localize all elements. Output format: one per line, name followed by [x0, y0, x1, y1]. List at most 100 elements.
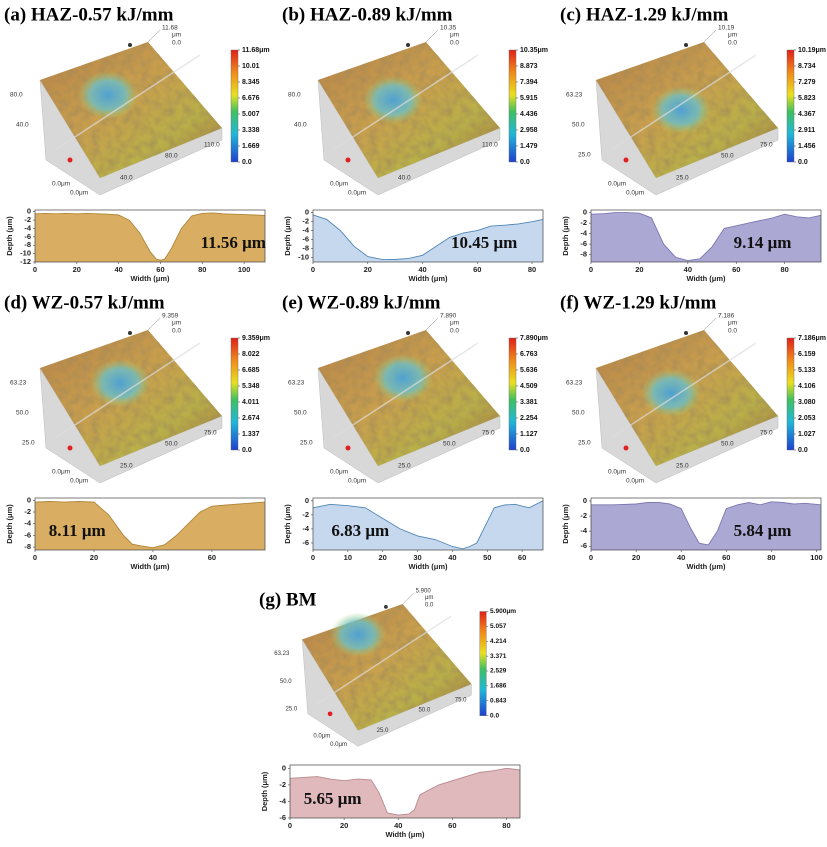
- s3-left: 63.23: [566, 92, 583, 99]
- s3-height: 7.186: [718, 313, 735, 320]
- x-tick-label: 0: [33, 265, 37, 274]
- colorbar-label: 5.823: [798, 95, 816, 102]
- indent: [78, 71, 138, 119]
- x-tick-label: 100: [238, 265, 251, 274]
- colorbar-label: 7.890μm: [520, 335, 548, 342]
- s3-bottom: 50.0: [721, 441, 734, 448]
- depth-annotation: 6.83 μm: [331, 521, 389, 540]
- y-tick-label: -4: [302, 226, 309, 235]
- y-tick-label: -2: [279, 780, 286, 789]
- x-tick-label: 60: [208, 553, 216, 562]
- y-tick-label: 0: [583, 208, 587, 217]
- y-tick-label: -2: [302, 510, 309, 519]
- depth-annotation: 8.11 μm: [49, 521, 106, 540]
- s3-right: 110.0: [204, 142, 220, 149]
- y-tick-label: -4: [302, 524, 309, 533]
- marker: [406, 43, 410, 47]
- x-tick-label: 0: [589, 553, 593, 562]
- y-tick-label: -8: [24, 240, 31, 249]
- x-tick-label: 10: [344, 553, 352, 562]
- s3-height: 11.68: [162, 25, 178, 32]
- z-axis: [703, 317, 717, 331]
- colorbar-label: 0.0: [242, 159, 252, 166]
- x-tick-label: 80: [528, 265, 536, 274]
- s3-corner: 0.0: [728, 328, 737, 335]
- depth-annotation: 5.84 μm: [734, 521, 792, 540]
- colorbar-label: 6.763: [520, 351, 538, 358]
- colorbar-label: 4.214: [490, 638, 507, 645]
- indent: [641, 369, 701, 417]
- s3-left: 50.0: [294, 410, 307, 417]
- y-tick-label: -2: [24, 507, 31, 516]
- profile-line: [590, 212, 822, 262]
- surface-view: 7.890μm0.063.2350.025.00.0μm0.0μm25.050.…: [288, 313, 548, 485]
- s3-bottom: 25.0: [398, 463, 411, 470]
- s3-bottom: 50.0: [165, 441, 178, 448]
- y-axis-label: Depth (μm): [283, 216, 292, 256]
- x-tick-label: 40: [394, 821, 402, 830]
- colorbar-label: 1.127: [520, 431, 538, 438]
- colorbar-label: 2.053: [798, 415, 816, 422]
- y-tick-label: -6: [24, 530, 31, 539]
- colorbar-label: 6.685: [242, 367, 260, 374]
- s3-right: 75.0: [204, 430, 217, 437]
- s3-left: 25.0: [578, 440, 591, 447]
- x-tick-label: 60: [732, 265, 740, 274]
- colorbar-label: 2.254: [520, 415, 538, 422]
- s3-bottom: 25.0: [676, 175, 689, 182]
- area-fill: [313, 214, 543, 262]
- colorbar-label: 4.367: [798, 111, 816, 118]
- colorbar-label: 10.35μm: [520, 47, 548, 54]
- s3-left: 40.0: [294, 122, 307, 129]
- x-tick-label: 60: [722, 553, 730, 562]
- profile-line: [289, 767, 521, 816]
- panel-title: (b) HAZ-0.89 kJ/mm: [282, 4, 453, 25]
- surface-view: 7.186μm0.063.2350.025.00.0μm0.0μm25.050.…: [566, 313, 826, 485]
- scan-line: [610, 54, 757, 151]
- y-tick-label: -2: [580, 218, 587, 227]
- area-fill: [591, 501, 821, 550]
- colorbar-label: 3.338: [242, 127, 260, 134]
- s3-height: 7.890: [440, 313, 457, 320]
- colorbar: [230, 49, 239, 163]
- colorbar-label: 10.19μm: [798, 47, 826, 54]
- area-fill: [35, 501, 265, 550]
- surface-view: 10.35μm0.080.040.00.0μm0.0μm40.0110.010.…: [288, 25, 548, 197]
- s3-left: 50.0: [572, 410, 585, 417]
- s3-unit: μm: [728, 32, 737, 39]
- x-tick-label: 40: [448, 553, 456, 562]
- scan-line: [315, 615, 452, 706]
- colorbar-label: 1.686: [490, 683, 507, 690]
- x-tick-label: 20: [379, 553, 387, 562]
- s3-origin: 0.0μm: [348, 190, 366, 197]
- colorbar-label: 5.057: [490, 623, 507, 630]
- x-tick-label: 80: [781, 265, 789, 274]
- colorbar-label: 8.873: [520, 63, 538, 70]
- s3-left: 25.0: [22, 440, 35, 447]
- colorbar-label: 3.080: [798, 399, 816, 406]
- s3-corner: 0.0: [450, 40, 459, 47]
- marker: [128, 43, 132, 47]
- s3-left: 80.0: [10, 92, 23, 99]
- panel-title: (e) WZ-0.89 kJ/mm: [282, 292, 441, 313]
- s3-origin: 0.0μm: [52, 181, 70, 188]
- colorbar-label: 2.958: [520, 127, 538, 134]
- panel: (b) HAZ-0.89 kJ/mm10.35μm0.080.040.00.0μ…: [282, 4, 548, 283]
- marker: [684, 331, 688, 335]
- colorbar-label: 5.133: [798, 367, 816, 374]
- colorbar-label: 5.007: [242, 111, 260, 118]
- colorbar-label: 7.186μm: [798, 335, 826, 342]
- s3-left: 25.0: [578, 152, 591, 159]
- profile-line: [312, 500, 544, 550]
- plot-border: [312, 497, 544, 551]
- s3-bottom: 80.0: [165, 153, 178, 160]
- z-axis: [425, 29, 439, 43]
- colorbar-label: 0.0: [520, 159, 530, 166]
- colorbar-label: 3.381: [520, 399, 538, 406]
- s3-origin: 0.0μm: [608, 181, 626, 188]
- x-tick-label: 20: [364, 265, 372, 274]
- scan-line: [332, 54, 479, 151]
- x-tick-label: 40: [677, 553, 685, 562]
- x-axis-label: Width (μm): [130, 274, 170, 283]
- depth-annotation: 10.45 μm: [451, 233, 517, 252]
